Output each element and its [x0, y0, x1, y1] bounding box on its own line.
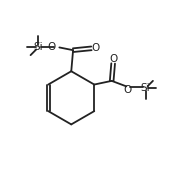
Text: O: O — [123, 85, 131, 95]
Text: Si: Si — [141, 83, 150, 93]
Text: O: O — [92, 43, 100, 53]
Text: Si: Si — [33, 42, 43, 52]
Text: O: O — [109, 54, 118, 64]
Text: O: O — [47, 42, 55, 52]
